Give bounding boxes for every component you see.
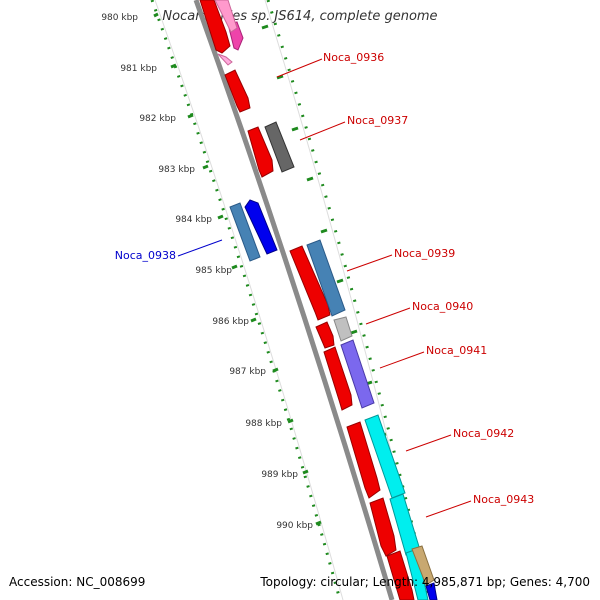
leader-line	[405, 434, 452, 452]
gene-label[interactable]: Noca_0941	[426, 344, 487, 357]
reverse-strand-features	[229, 199, 278, 262]
gene-label[interactable]: Noca_0940	[412, 300, 473, 313]
gene-feature[interactable]	[217, 53, 233, 66]
gene-feature[interactable]	[340, 339, 375, 409]
gene-feature-noca-0939[interactable]	[289, 245, 331, 321]
outer-guide-dotted	[266, 0, 432, 600]
inner-guide-line	[154, 0, 344, 600]
gene-feature-noca-0943[interactable]	[369, 497, 397, 557]
gene-feature[interactable]	[306, 239, 346, 317]
leader-line	[379, 351, 425, 369]
label-leaders	[177, 58, 472, 518]
gene-feature[interactable]	[364, 414, 406, 499]
gene-feature-noca-0937[interactable]	[247, 126, 274, 178]
forward-strand-features	[199, 0, 438, 600]
gene-feature[interactable]	[333, 316, 353, 342]
ruler-label: 980 kbp	[101, 13, 138, 23]
gene-feature-noca-0938[interactable]	[244, 199, 278, 255]
gene-feature-noca-0940[interactable]	[315, 321, 335, 349]
leader-line	[365, 307, 411, 325]
ruler-label: 984 kbp	[175, 215, 212, 225]
leader-line	[425, 500, 472, 518]
gene-feature-noca-0936[interactable]	[224, 69, 251, 113]
gene-label[interactable]: Noca_0938	[115, 249, 176, 262]
gene-feature[interactable]	[386, 550, 415, 600]
gene-feature-noca-0942[interactable]	[346, 421, 381, 499]
leader-line	[276, 58, 323, 78]
gene-feature[interactable]	[425, 582, 438, 600]
leader-line	[299, 121, 346, 141]
ruler-label: 982 kbp	[139, 114, 176, 124]
ruler-label: 988 kbp	[245, 419, 282, 429]
gene-label[interactable]: Noca_0937	[347, 114, 408, 127]
gene-label[interactable]: Noca_0939	[394, 247, 455, 260]
ruler-label: 990 kbp	[276, 521, 313, 531]
gene-label[interactable]: Noca_0942	[453, 427, 514, 440]
gene-feature[interactable]	[264, 121, 295, 173]
gene-feature[interactable]	[411, 545, 435, 586]
ruler-labels: 980 kbp 981 kbp 982 kbp 983 kbp 984 kbp …	[101, 13, 313, 531]
accession-text: Accession: NC_008699	[9, 575, 146, 589]
gene-feature[interactable]	[199, 0, 231, 54]
leader-line	[346, 254, 393, 272]
gene-label[interactable]: Noca_0936	[323, 51, 384, 64]
ruler-label: 989 kbp	[261, 470, 298, 480]
ruler-label: 985 kbp	[195, 266, 232, 276]
ruler-ticks	[153, 12, 322, 526]
ruler-label: 987 kbp	[229, 367, 266, 377]
gene-labels: Noca_0936 Noca_0937 Noca_0938 Noca_0939 …	[115, 51, 535, 506]
gene-feature[interactable]	[229, 202, 261, 262]
position-ruler	[150, 0, 342, 600]
ruler-label: 986 kbp	[212, 317, 249, 327]
gene-label[interactable]: Noca_0943	[473, 493, 534, 506]
genome-summary-text: Topology: circular; Length: 4,985,871 bp…	[260, 575, 590, 589]
gene-feature-noca-0941[interactable]	[323, 346, 353, 411]
genome-backbone	[193, 0, 395, 600]
gene-feature[interactable]	[214, 0, 238, 33]
ruler-label: 981 kbp	[120, 64, 157, 74]
leader-line	[177, 239, 223, 257]
ruler-label: 983 kbp	[158, 165, 195, 175]
